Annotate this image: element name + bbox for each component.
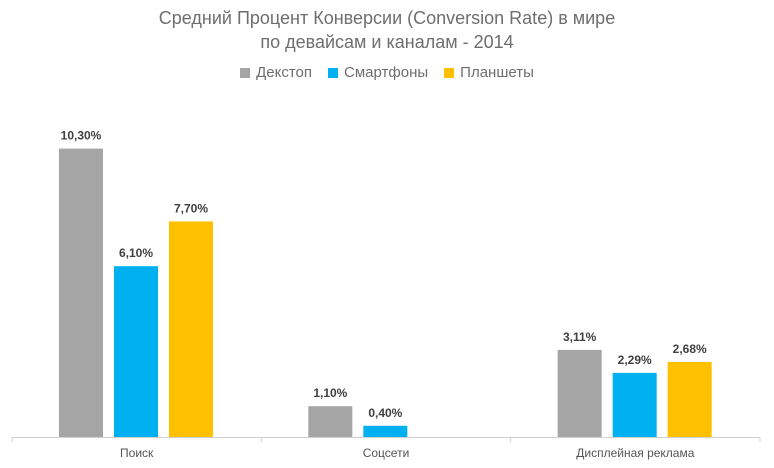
data-label-desktop-0: 10,30% <box>61 129 102 143</box>
bar-smartphones-2 <box>612 372 657 437</box>
chart-title: Средний Процент Конверсии (Conversion Ra… <box>0 6 774 54</box>
data-label-desktop-2: 3,11% <box>563 330 597 344</box>
legend-swatch-desktop <box>240 67 251 78</box>
bar-tablets-2 <box>667 361 712 437</box>
legend-item-desktop: Декстоп <box>240 64 312 81</box>
legend-item-tablets: Планшеты <box>444 64 534 81</box>
data-label-smartphones-0: 6,10% <box>119 246 153 260</box>
bar-desktop-1 <box>308 406 353 437</box>
legend-label-desktop: Декстоп <box>256 64 313 81</box>
legend-swatch-smartphones <box>328 67 339 78</box>
chart-title-line-2: по девайсам и каналам - 2014 <box>260 32 514 52</box>
data-label-desktop-1: 1,10% <box>313 386 347 400</box>
category-label-1: Соцсети <box>363 446 410 460</box>
chart-title-line-1: Средний Процент Конверсии (Conversion Ra… <box>158 8 616 28</box>
bar-smartphones-1 <box>363 425 408 437</box>
legend-label-smartphones: Смартфоны <box>344 64 429 81</box>
category-label-2: Дисплейная реклама <box>576 446 694 460</box>
data-label-tablets-0: 7,70% <box>174 201 208 215</box>
bar-desktop-2 <box>557 349 602 437</box>
data-label-smartphones-2: 2,29% <box>618 353 652 367</box>
data-label-smartphones-1: 0,40% <box>368 406 402 420</box>
legend-label-tablets: Планшеты <box>460 64 534 81</box>
data-label-tablets-2: 2,68% <box>673 342 707 356</box>
legend-item-smartphones: Смартфоны <box>328 64 428 81</box>
category-label-0: Поиск <box>120 446 154 460</box>
legend-swatch-tablets <box>444 67 455 78</box>
bar-desktop-0 <box>59 148 103 437</box>
chart-legend: Декстоп Смартфоны Планшеты <box>0 64 774 81</box>
bar-tablets-0 <box>169 221 213 437</box>
bar-smartphones-0 <box>114 266 158 437</box>
